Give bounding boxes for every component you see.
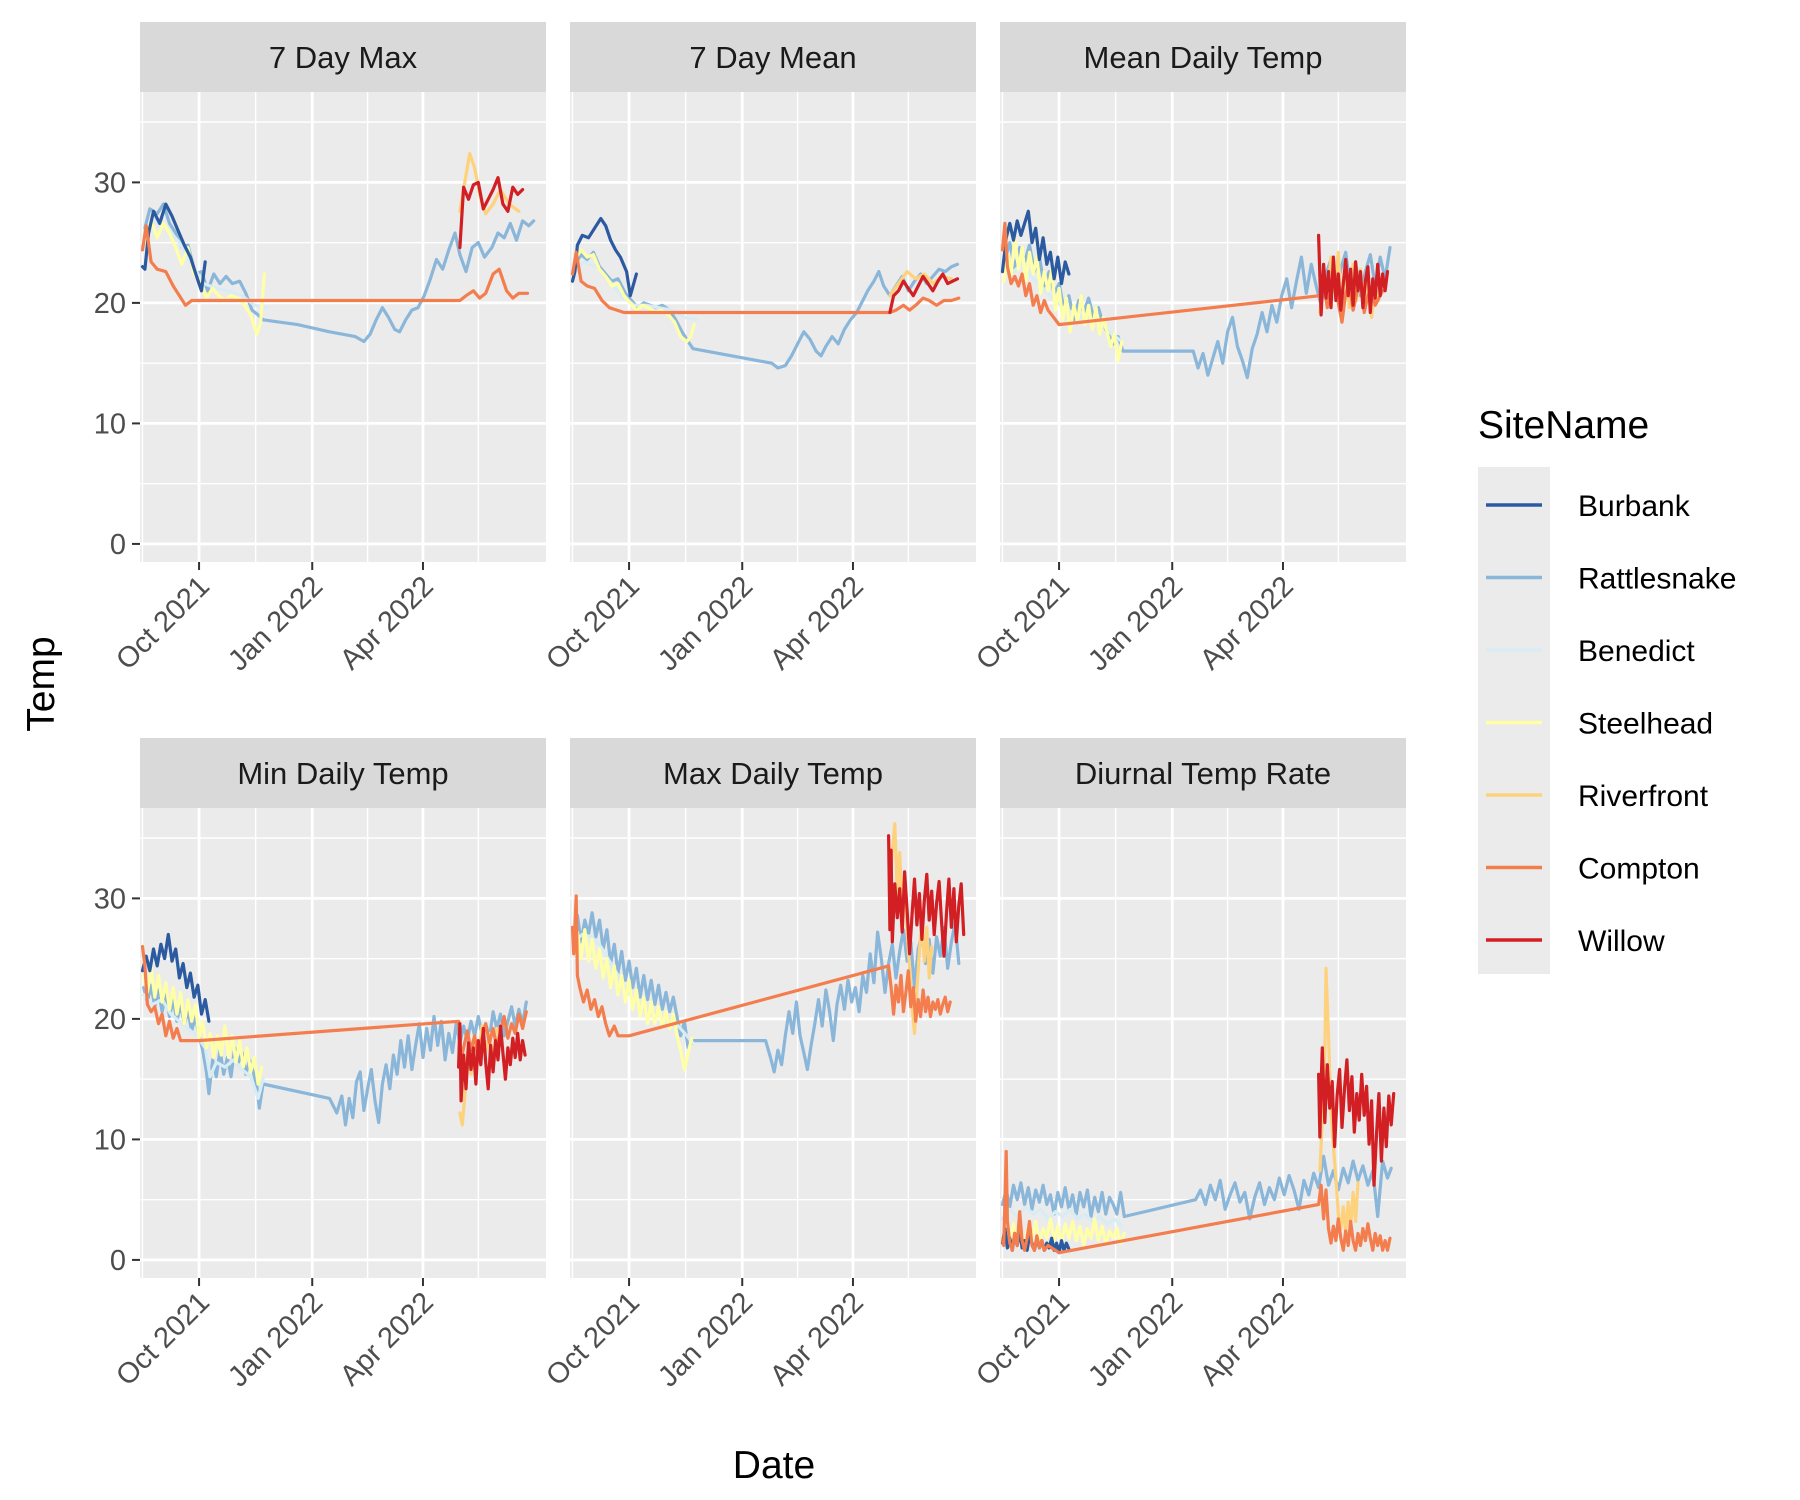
legend-label-steelhead: Steelhead: [1578, 708, 1713, 741]
series-line-steelhead: [572, 928, 694, 1072]
panel-background: [570, 92, 976, 562]
series-line-burbank: [140, 932, 211, 1023]
facet-title: Min Daily Temp: [237, 756, 448, 791]
x-tick-label: Jan 2022: [652, 570, 759, 677]
x-tick-label: Oct 2021: [110, 1286, 216, 1392]
panel-max-daily-temp: Max Daily Temp Oct 2021 Jan 2022 Apr 2022: [540, 738, 976, 1393]
x-tick-label: Oct 2021: [970, 570, 1076, 676]
series-line-willow: [458, 176, 525, 250]
y-tick-label: 0: [110, 1245, 126, 1277]
facet-strip: [140, 738, 546, 808]
legend-key-background: [1478, 467, 1550, 974]
facet-title: 7 Day Mean: [689, 40, 856, 75]
series-line-benedict: [142, 993, 265, 1100]
x-tick-label: Oct 2021: [540, 570, 646, 676]
x-tick-label: Oct 2021: [110, 570, 216, 676]
y-tick-label: 20: [94, 1004, 126, 1036]
legend-label-compton: Compton: [1578, 853, 1700, 886]
x-tick-label: Oct 2021: [970, 1286, 1076, 1392]
series-line-willow: [457, 1022, 527, 1103]
panel-diurnal-temp-rate: Diurnal Temp Rate Oct 2021 Jan 2022 Apr 202…: [970, 738, 1406, 1393]
series-line-compton: [570, 250, 961, 315]
series-line-willow: [887, 834, 966, 958]
x-tick-label: Apr 2022: [334, 1286, 440, 1392]
x-tick-label: Jan 2022: [222, 570, 329, 677]
facet-strip: [570, 738, 976, 808]
series-line-riverfront: [1318, 966, 1360, 1235]
legend-label-rattlesnake: Rattlesnake: [1578, 563, 1736, 596]
y-tick-label: 30: [94, 883, 126, 915]
facet-title: 7 Day Max: [269, 40, 418, 75]
x-tick-label: Jan 2022: [1082, 1286, 1189, 1393]
series-line-compton: [1000, 1149, 1392, 1255]
series-line-steelhead: [143, 219, 266, 336]
x-tick-label: Jan 2022: [1082, 570, 1189, 677]
series-line-rattlesnake: [1000, 1154, 1393, 1221]
panel-7-day-max: 7 Day Max 0 10 20 30 Oct 2021 Jan 2022 Apr 2022: [94, 22, 546, 677]
panel-background: [140, 92, 546, 562]
series-line-compton: [570, 894, 952, 1038]
x-tick-label: Apr 2022: [334, 570, 440, 676]
legend-label-burbank: Burbank: [1578, 490, 1691, 523]
facet-strip: [1000, 22, 1406, 92]
y-tick-label: 20: [94, 288, 126, 320]
facet-title: Diurnal Temp Rate: [1075, 756, 1331, 791]
panel-background: [1000, 92, 1406, 562]
x-axis-title: Date: [733, 1444, 815, 1487]
x-tick-label: Apr 2022: [1194, 570, 1300, 676]
series-line-burbank: [570, 216, 638, 298]
x-tick-label: Jan 2022: [652, 1286, 759, 1393]
x-tick-label: Apr 2022: [764, 1286, 870, 1392]
y-axis-title: Temp: [20, 636, 63, 731]
panel-min-daily-temp: Min Daily Temp 0 10 20 30 Oct 2021 Jan 2022 Apr…: [94, 738, 546, 1393]
series-line-rattlesnake: [572, 911, 961, 1074]
facet-strip: [140, 22, 546, 92]
legend-label-riverfront: Riverfront: [1578, 780, 1709, 813]
y-tick-label: 10: [94, 1124, 126, 1156]
legend-label-benedict: Benedict: [1578, 635, 1695, 668]
series-line-steelhead: [142, 966, 264, 1086]
facet-title: Mean Daily Temp: [1084, 40, 1323, 75]
y-tick-label: 0: [110, 529, 126, 561]
y-tick-label: 10: [94, 408, 126, 440]
series-line-willow: [1317, 233, 1390, 317]
panel-mean-daily-temp: Mean Daily Temp Oct 2021 Jan 2022 Apr 2022: [970, 22, 1406, 677]
legend: SiteName Burbank Rattlesnake Benedict Steel…: [1478, 404, 1736, 974]
series-line-steelhead: [573, 248, 696, 344]
facet-strip: [1000, 738, 1406, 808]
series-line-willow: [888, 272, 960, 315]
x-tick-label: Apr 2022: [764, 570, 870, 676]
series-line-compton: [140, 945, 528, 1062]
series-line-willow: [1317, 1046, 1396, 1187]
x-tick-label: Jan 2022: [222, 1286, 329, 1393]
series-line-benedict: [1000, 1205, 1124, 1228]
x-tick-label: Apr 2022: [1194, 1286, 1300, 1392]
facet-strip: [570, 22, 976, 92]
legend-label-willow: Willow: [1578, 925, 1665, 958]
x-tick-label: Oct 2021: [540, 1286, 646, 1392]
panel-7-day-mean: 7 Day Mean Oct 2021 Jan 2022 Apr 2022: [540, 22, 976, 677]
series-line-compton: [140, 224, 530, 307]
facet-title: Max Daily Temp: [663, 756, 883, 791]
series-line-steelhead: [1002, 236, 1124, 363]
series-line-burbank: [1000, 209, 1071, 286]
y-tick-label: 30: [94, 167, 126, 199]
legend-title: SiteName: [1478, 404, 1649, 447]
